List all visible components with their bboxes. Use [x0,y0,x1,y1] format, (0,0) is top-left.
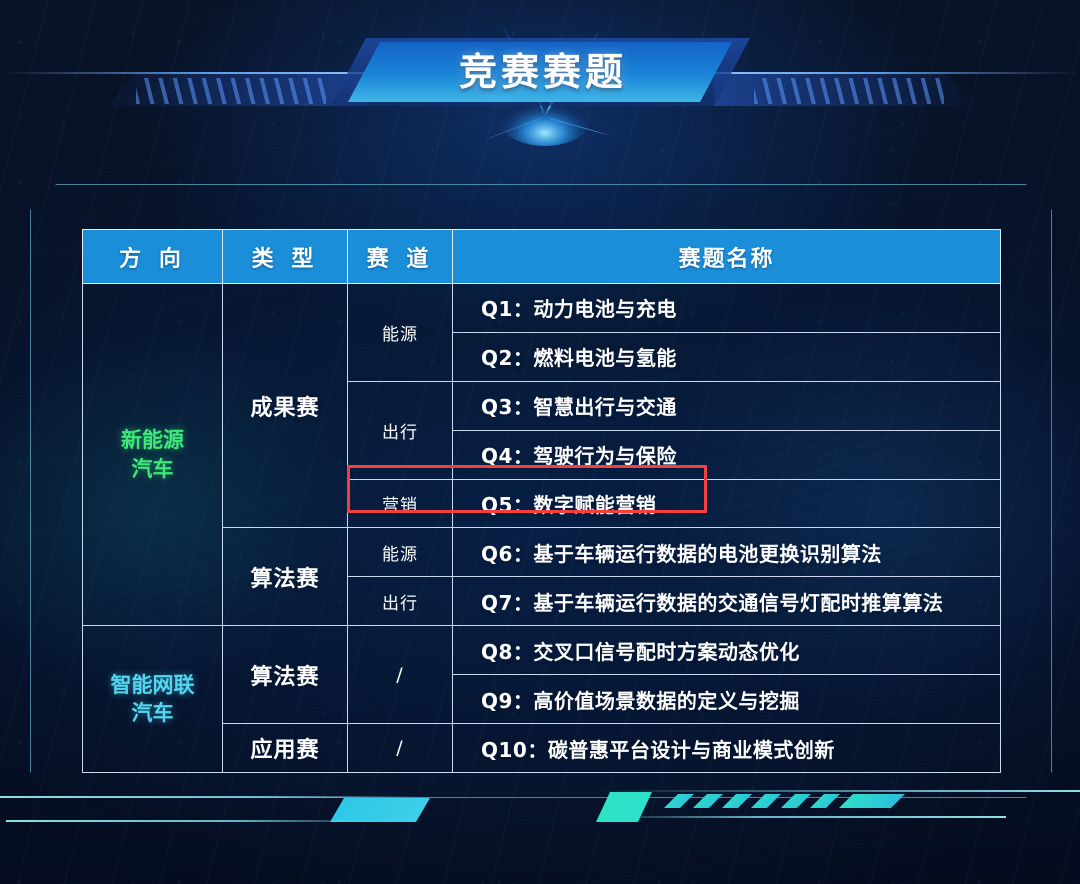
table-row: Q4：驾驶行为与保险 [83,429,1001,480]
type-cell-algorithm-2: 算法赛 [222,625,348,725]
column-header-track: 赛 道 [347,229,453,284]
topic-cell-q1: Q1：动力电池与充电 [452,283,1001,333]
topic-cell-q9: Q9：高价值场景数据的定义与挖掘 [452,674,1001,725]
type-cell-application: 应用赛 [222,723,348,773]
track-cell-marketing: 营销 [347,478,453,529]
topic-cell-q4: Q4：驾驶行为与保险 [452,429,1001,480]
type-cell-algorithm-1: 算法赛 [222,527,348,627]
table-row: 出行 Q7：基于车辆运行数据的交通信号灯配时推算算法 [83,576,1001,627]
column-header-direction: 方 向 [82,229,223,284]
table-row: 出行 Q3：智慧出行与交通 [83,380,1001,480]
table-row: 智能网联 汽车 算法赛 / Q8：交叉口信号配时方案动态优化 [82,625,1001,773]
table-row: 应用赛 / Q10：碳普惠平台设计与商业模式创新 [83,723,1001,773]
page-title-banner: 竞赛赛题 [330,38,750,106]
decor-bar-top-right [714,72,1080,108]
topic-cell-q10: Q10：碳普惠平台设计与商业模式创新 [452,723,1001,773]
decor-bar-top-left [0,72,366,108]
direction-cell-new-energy-vehicle: 新能源 汽车 [82,282,223,627]
topic-cell-q5: Q5：数字赋能营销 [452,478,1001,529]
column-header-topic-name: 赛题名称 [452,229,1001,284]
table-row: Q2：燃料电池与氢能 [83,331,1001,382]
decor-bar-bottom-left [0,796,430,826]
table-row: 新能源 汽车 成果赛 能源 Q1：动力电池与充电 [82,282,1001,627]
page-title: 竞赛赛题 [458,50,627,94]
title-banner-inner-shape: 竞赛赛题 [348,42,732,102]
direction-label-line2: 汽车 [131,701,174,726]
track-cell-travel-1: 出行 [347,380,453,480]
track-cell-none-1: / [347,625,453,725]
topic-cell-q7: Q7：基于车辆运行数据的交通信号灯配时推算算法 [452,576,1001,627]
table-row-highlighted: 营销 Q5：数字赋能营销 [83,478,1001,529]
column-header-type: 类 型 [222,229,348,284]
direction-label-line2: 汽车 [131,456,174,481]
track-cell-energy-2: 能源 [347,527,453,578]
table-header-row: 方 向 类 型 赛 道 赛题名称 [82,229,1001,284]
direction-cell-intelligent-connected-vehicle: 智能网联 汽车 [82,625,223,773]
decor-bar-bottom-right [596,790,1080,824]
topic-cell-q2: Q2：燃料电池与氢能 [452,331,1001,382]
type-cell-achievement: 成果赛 [222,282,348,529]
topic-cell-q8: Q8：交叉口信号配时方案动态优化 [452,625,1001,676]
track-cell-energy-1: 能源 [347,283,453,382]
track-cell-none-2: / [347,723,453,773]
direction-label-line1: 新能源 [121,428,184,453]
competition-topics-table: 方 向 类 型 赛 道 赛题名称 新能源 汽车 成果赛 能源 Q1：动力电池与充… [82,229,1001,773]
table-row: Q9：高价值场景数据的定义与挖掘 [83,674,1001,725]
topic-cell-q6: Q6：基于车辆运行数据的电池更换识别算法 [452,527,1001,578]
track-cell-travel-2: 出行 [347,576,453,627]
direction-label-line1: 智能网联 [110,672,195,697]
topic-cell-q3: Q3：智慧出行与交通 [452,380,1001,431]
